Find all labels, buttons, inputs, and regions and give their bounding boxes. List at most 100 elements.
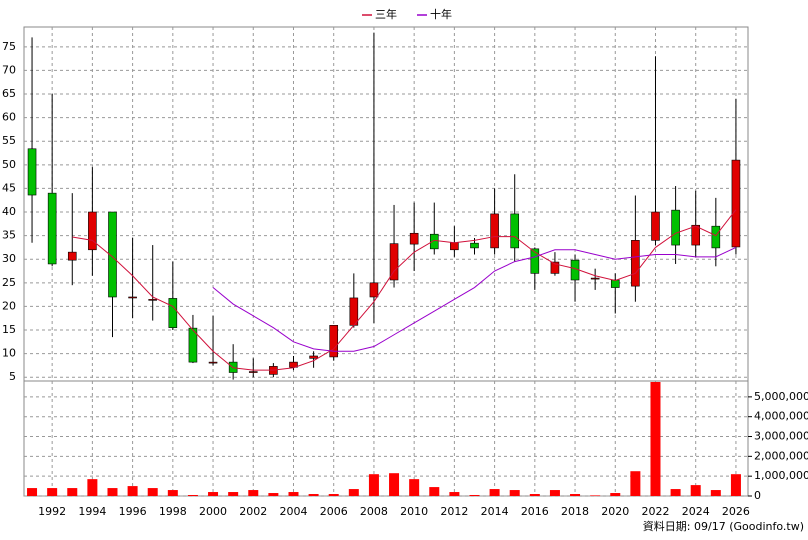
volume-bar (187, 495, 198, 496)
x-tick-label: 1998 (159, 505, 187, 518)
candle-body (409, 232, 419, 245)
footnote: 資料日期: 09/17 (Goodinfo.tw) (643, 519, 804, 533)
candle-body (208, 361, 218, 364)
x-tick-label: 1992 (38, 505, 66, 518)
candle-body (309, 355, 318, 359)
candle-body (47, 192, 57, 265)
legend-label: 三年 (375, 7, 397, 21)
x-tick-label: 2026 (722, 505, 750, 518)
candle-body (329, 325, 339, 358)
volume-bar (107, 488, 118, 496)
y-tick-label: 10 (2, 347, 16, 360)
candle-body (731, 159, 741, 248)
volume-bar (650, 381, 661, 496)
candle-body (429, 233, 439, 250)
x-tick-label: 1996 (119, 505, 147, 518)
y-tick-label: 30 (2, 252, 16, 265)
volume-bar (167, 490, 178, 496)
y-tick-label: 15 (2, 323, 16, 336)
candle-body (349, 297, 359, 326)
candle-body (88, 211, 97, 251)
x-tick-label: 2014 (481, 505, 509, 518)
volume-bar (47, 488, 58, 496)
y-tick-label: 50 (2, 158, 16, 171)
y-tick-label: 0 (754, 489, 761, 502)
y-tick-label: 5 (9, 370, 16, 383)
y-tick-label: 70 (2, 63, 16, 76)
volume-bar (147, 488, 158, 496)
volume-bar (248, 490, 259, 496)
candle-body (490, 213, 499, 249)
candle-body (610, 279, 620, 288)
volume-bar (529, 494, 540, 496)
candle-body (590, 277, 600, 280)
candle-body (108, 211, 117, 298)
x-tick-label: 1994 (78, 505, 106, 518)
volume-bar (509, 490, 520, 496)
volume-bar (228, 492, 239, 496)
candle-body (530, 248, 540, 274)
volume-bar (127, 486, 138, 496)
y-tick-label: 20 (2, 299, 16, 312)
volume-bar (670, 489, 681, 496)
candle-body (369, 282, 379, 298)
x-tick-label: 2006 (320, 505, 348, 518)
volume-bar (27, 488, 38, 496)
y-tick-label: 5,000,000 (754, 390, 808, 403)
x-tick-label: 2016 (521, 505, 549, 518)
candle-body (691, 224, 701, 246)
volume-bar (469, 495, 480, 496)
candle-body (631, 240, 640, 287)
x-tick-label: 2000 (199, 505, 227, 518)
candle-body (168, 298, 178, 328)
volume-bar (368, 474, 379, 496)
candle-body (510, 213, 520, 249)
volume-bar (308, 494, 319, 496)
y-tick-label: 55 (2, 134, 16, 147)
volume-bar (409, 479, 420, 496)
y-tick-label: 40 (2, 205, 16, 218)
candle-body (651, 211, 660, 241)
candle-body (450, 242, 459, 251)
candle-body (470, 242, 479, 249)
y-tick-label: 60 (2, 111, 16, 124)
x-tick-label: 2024 (682, 505, 710, 518)
y-tick-label: 1,000,000 (754, 469, 808, 482)
candle-body (550, 261, 560, 274)
volume-bar (348, 489, 359, 496)
volume-bar (489, 489, 500, 496)
x-tick-label: 2020 (601, 505, 629, 518)
volume-bar (630, 471, 641, 496)
volume-bar (208, 492, 219, 496)
candle-body (671, 209, 680, 246)
x-tick-label: 2012 (440, 505, 468, 518)
x-tick-label: 2004 (279, 505, 307, 518)
legend-label: 十年 (430, 7, 452, 21)
plot-frame (23, 26, 749, 497)
y-tick-label: 45 (2, 181, 16, 194)
y-tick-label: 35 (2, 229, 16, 242)
volume-bar (549, 490, 560, 496)
candle-body (27, 148, 37, 196)
volume-bar (610, 493, 621, 496)
ma-line (212, 246, 737, 352)
ma-line (72, 209, 737, 371)
candle-body (188, 327, 198, 363)
candle-body (389, 243, 399, 281)
candle-body (248, 371, 258, 373)
y-tick-label: 3,000,000 (754, 430, 808, 443)
volume-bar (328, 494, 339, 496)
y-tick-label: 2,000,000 (754, 449, 808, 462)
y-tick-label: 4,000,000 (754, 410, 808, 423)
volume-bar (288, 492, 299, 496)
candle-body (711, 225, 721, 249)
candle-body (148, 299, 158, 301)
volume-bar (449, 492, 460, 496)
y-tick-label: 25 (2, 276, 16, 289)
volume-bar (389, 473, 400, 496)
x-tick-label: 2022 (641, 505, 669, 518)
x-tick-label: 2002 (239, 505, 267, 518)
candle-body (128, 296, 137, 299)
y-tick-label: 65 (2, 87, 16, 100)
